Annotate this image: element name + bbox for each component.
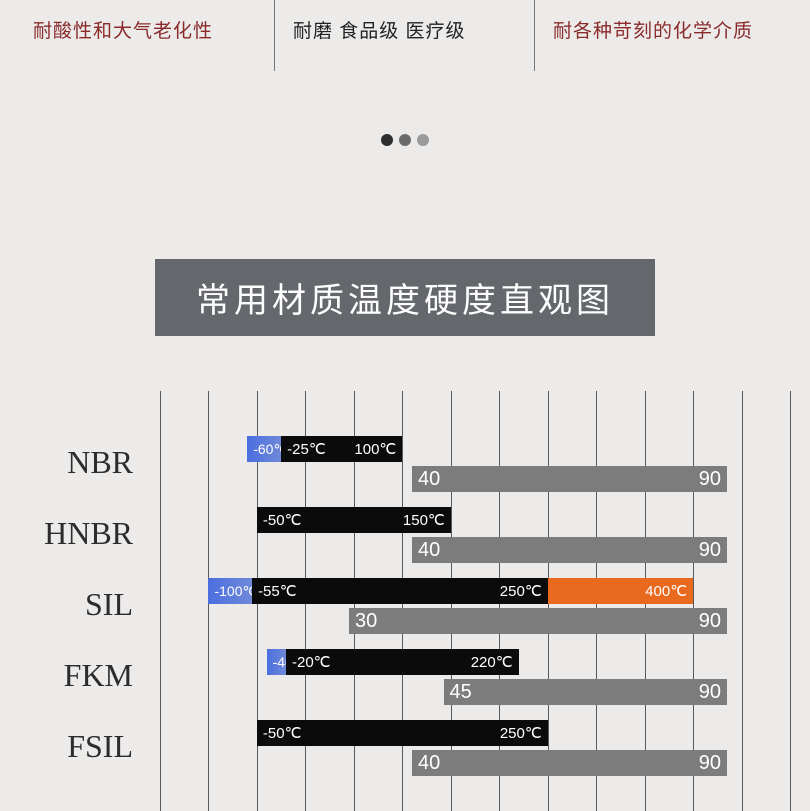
material-row-sil: SIL -100℃-55℃250℃400℃ 3090 bbox=[0, 578, 810, 649]
dot-icon[interactable] bbox=[381, 134, 393, 146]
temp-main-range: -20℃220℃ bbox=[286, 649, 519, 675]
material-row-hnbr: HNBR -50℃150℃ 4090 bbox=[0, 507, 810, 578]
material-label: SIL bbox=[0, 586, 155, 623]
material-label: HNBR bbox=[0, 515, 155, 552]
temp-ext-low: -40℃ bbox=[267, 649, 286, 675]
material-label: NBR bbox=[0, 444, 155, 481]
hardness-bar: 4090 bbox=[412, 750, 727, 776]
material-label: FSIL bbox=[0, 728, 155, 765]
material-row-nbr: NBR -60℃-25℃100℃ 4090 bbox=[0, 436, 810, 507]
material-row-fkm: FKM -40℃-20℃220℃ 4590 bbox=[0, 649, 810, 720]
hardness-bar: 4090 bbox=[412, 537, 727, 563]
temp-bar: -50℃150℃ bbox=[257, 507, 451, 533]
card-desc: 耐磨 食品级 医疗级 bbox=[293, 16, 516, 43]
hardness-range: 4090 bbox=[412, 466, 727, 492]
dot-icon[interactable] bbox=[417, 134, 429, 146]
card-desc: 耐各种苛刻的化学介质 bbox=[553, 16, 777, 43]
card-desc: 耐酸性和大气老化性 bbox=[33, 16, 256, 43]
hardness-range: 4090 bbox=[412, 750, 727, 776]
card-2: 耐磨 食品级 医疗级 bbox=[275, 0, 535, 71]
hardness-bar: 4090 bbox=[412, 466, 727, 492]
hardness-range: 4590 bbox=[444, 679, 728, 705]
top-cards: 耐酸性和大气老化性 耐磨 食品级 医疗级 耐各种苛刻的化学介质 bbox=[0, 0, 810, 71]
chart-heading: 常用材质温度硬度直观图 bbox=[155, 259, 655, 336]
hardness-range: 4090 bbox=[412, 537, 727, 563]
carousel-dots[interactable] bbox=[0, 131, 810, 149]
temp-bar: -60℃-25℃100℃ bbox=[247, 436, 402, 462]
temp-bar: -50℃250℃ bbox=[257, 720, 548, 746]
material-row-fsil: FSIL -50℃250℃ 4090 bbox=[0, 720, 810, 791]
temp-main-range: -25℃100℃ bbox=[281, 436, 402, 462]
temperature-hardness-chart: NBR -60℃-25℃100℃ 4090 HNBR -50℃150℃ 4090 SIL -1… bbox=[0, 391, 810, 811]
temp-main-range: -55℃250℃ bbox=[252, 578, 548, 604]
chart-rows: NBR -60℃-25℃100℃ 4090 HNBR -50℃150℃ 4090 SIL -1… bbox=[0, 436, 810, 791]
card-1: 耐酸性和大气老化性 bbox=[15, 0, 275, 71]
dot-icon[interactable] bbox=[399, 134, 411, 146]
material-label: FKM bbox=[0, 657, 155, 694]
temp-bar: -100℃-55℃250℃400℃ bbox=[208, 578, 693, 604]
temp-bar: -40℃-20℃220℃ bbox=[267, 649, 519, 675]
temp-main-range: -50℃150℃ bbox=[257, 507, 451, 533]
hardness-bar: 4590 bbox=[444, 679, 728, 705]
temp-main-range: -50℃250℃ bbox=[257, 720, 548, 746]
card-3: 耐各种苛刻的化学介质 bbox=[535, 0, 795, 71]
temp-ext-low: -100℃ bbox=[208, 578, 252, 604]
hardness-bar: 3090 bbox=[349, 608, 727, 634]
temp-ext-high: 400℃ bbox=[548, 578, 693, 604]
temp-ext-low: -60℃ bbox=[247, 436, 281, 462]
hardness-range: 3090 bbox=[349, 608, 727, 634]
